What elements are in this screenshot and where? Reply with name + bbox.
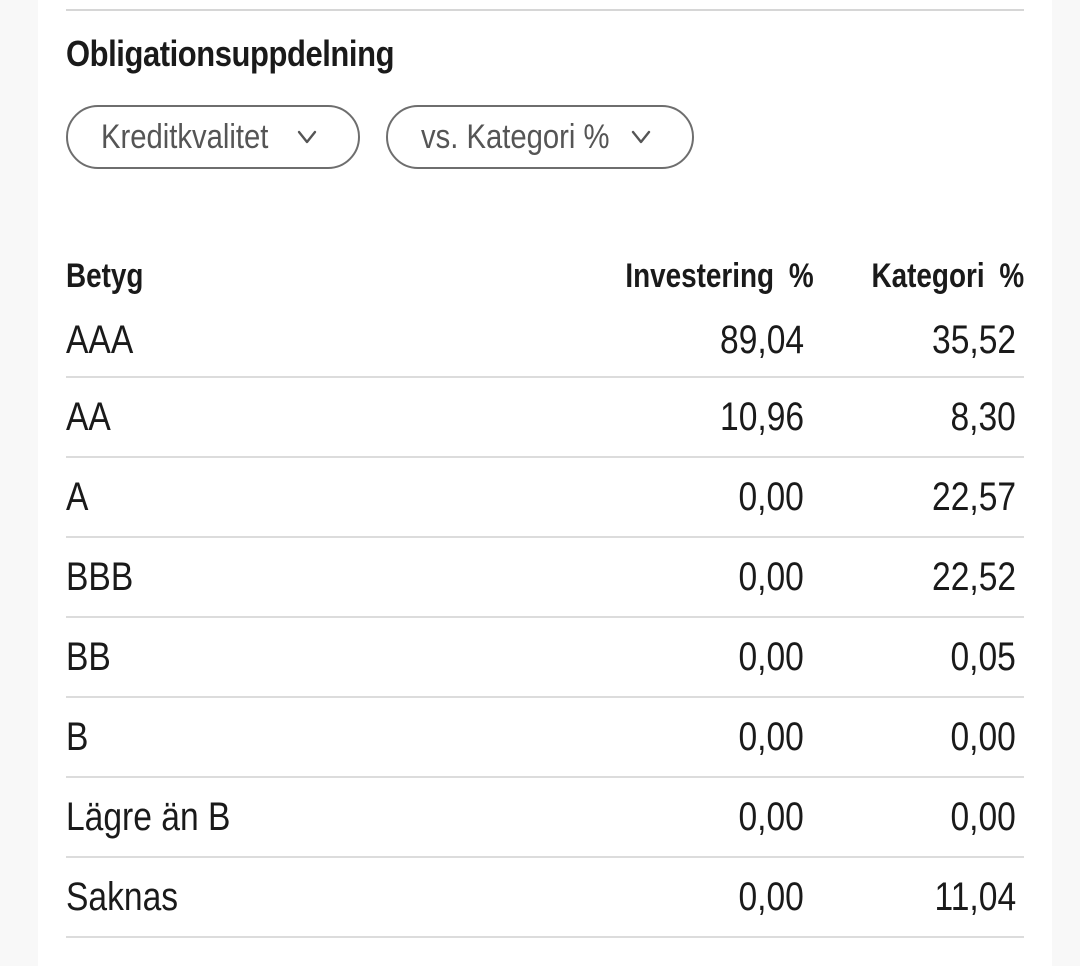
investment-cell: 0,00 [738,555,804,599]
table-row: A 0,00 22,57 [66,458,1024,538]
header-category-unit: % [999,257,1024,295]
credit-quality-table: Betyg Investering% Kategori% AAA 89,04 3… [66,248,1024,938]
investment-cell: 10,96 [719,395,804,439]
rating-cell: AAA [66,318,134,362]
category-cell: 0,00 [950,795,1016,839]
header-category-label: Kategori [871,257,985,295]
header-rating: Betyg [66,257,144,295]
header-investment-unit: % [789,257,814,295]
rating-cell: BB [66,635,111,679]
category-cell: 0,05 [950,635,1016,679]
rating-cell: A [66,475,89,519]
table-row: AAA 89,04 35,52 [66,304,1024,378]
section-title: Obligationsuppdelning [66,33,395,74]
table-row: Saknas 0,00 11,04 [66,858,1024,938]
section-divider [66,9,1024,11]
investment-cell: 89,04 [719,318,804,362]
category-cell: 22,57 [931,475,1016,519]
header-investment-label: Investering [625,257,775,295]
investment-cell: 0,00 [738,715,804,759]
table-row: BBB 0,00 22,52 [66,538,1024,618]
rating-cell: Lägre än B [66,795,231,839]
rating-cell: Saknas [66,875,179,919]
rating-cell: BBB [66,555,134,599]
chevron-down-icon [631,130,651,144]
table-row: AA 10,96 8,30 [66,378,1024,458]
comparison-dropdown-label: vs. Kategori % [421,117,610,156]
rating-cell: B [66,715,89,759]
table-body: AAA 89,04 35,52 AA 10,96 8,30 A 0,00 22,… [66,304,1024,938]
table-row: B 0,00 0,00 [66,698,1024,778]
category-cell: 22,52 [931,555,1016,599]
investment-cell: 0,00 [738,795,804,839]
investment-cell: 0,00 [738,635,804,679]
header-category: Kategori% [871,252,1024,300]
investment-cell: 0,00 [738,475,804,519]
table-header: Betyg Investering% Kategori% [66,248,1024,304]
breakdown-dropdown[interactable]: Kreditkvalitet [66,105,360,169]
category-cell: 35,52 [931,318,1016,362]
breakdown-dropdown-label: Kreditkvalitet [101,117,269,156]
table-row: BB 0,00 0,05 [66,618,1024,698]
table-row: Lägre än B 0,00 0,00 [66,778,1024,858]
category-cell: 8,30 [950,395,1016,439]
category-cell: 11,04 [934,875,1016,919]
chevron-down-icon [297,130,317,144]
rating-cell: AA [66,395,111,439]
comparison-dropdown[interactable]: vs. Kategori % [386,105,694,169]
investment-cell: 0,00 [738,875,804,919]
header-investment: Investering% [626,252,814,300]
category-cell: 0,00 [950,715,1016,759]
